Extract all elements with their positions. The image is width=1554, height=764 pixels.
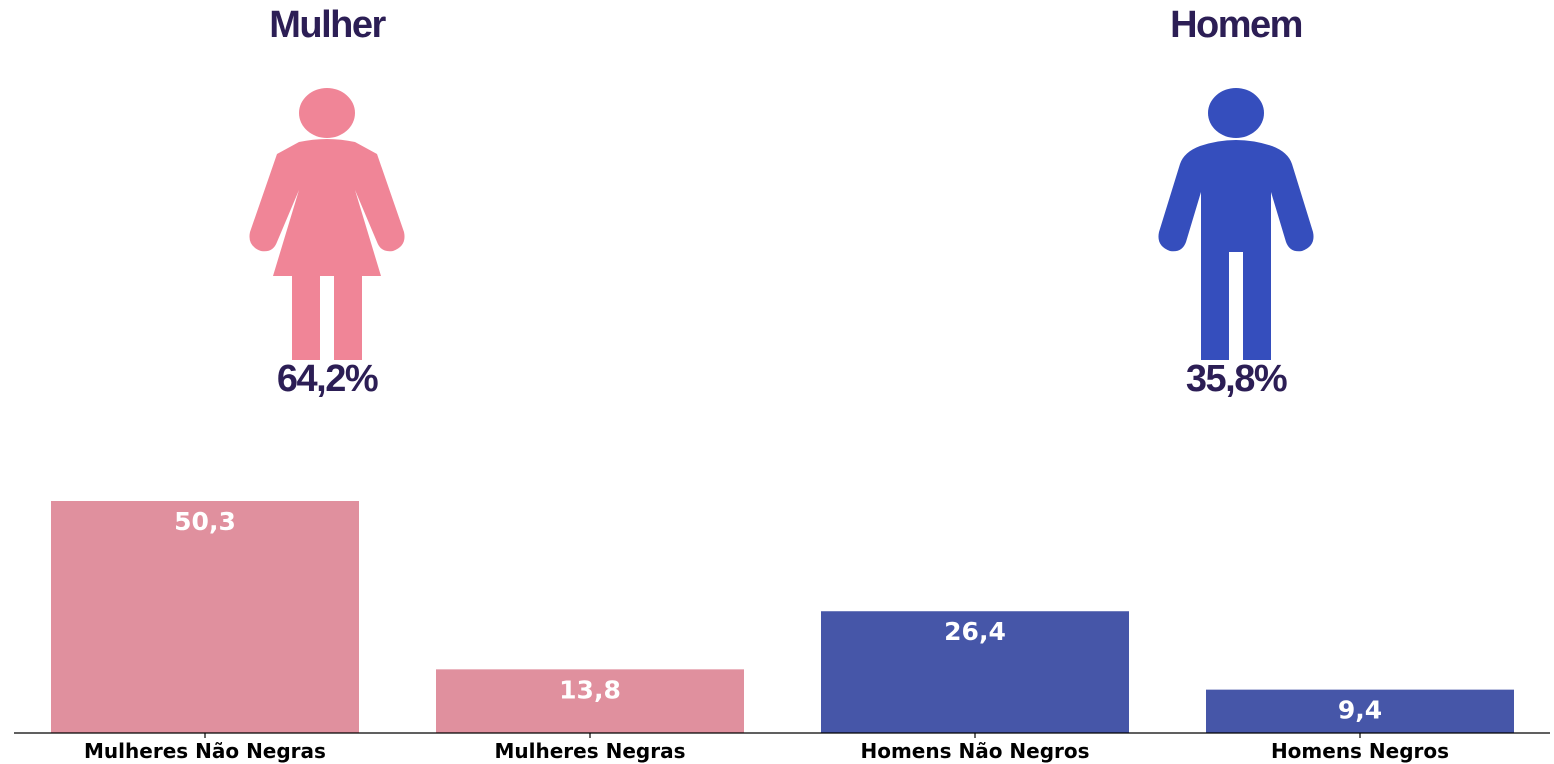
- x-tick-label: Mulheres Negras: [495, 739, 686, 763]
- bar-4: [1206, 689, 1514, 733]
- bar-3: [821, 611, 1129, 733]
- bar-value-label: 9,4: [1338, 696, 1382, 725]
- x-tick-label: Mulheres Não Negras: [84, 739, 326, 763]
- bar-value-label: 13,8: [559, 675, 621, 704]
- female-title: Mulher: [269, 4, 386, 46]
- bar-value-label: 50,3: [174, 507, 236, 536]
- bar-value-label: 26,4: [944, 617, 1006, 646]
- male-percent: 35,8%: [1185, 358, 1288, 400]
- x-tick-label: Homens Negros: [1271, 739, 1449, 763]
- bar-2: [436, 669, 744, 733]
- male-title: Homem: [1170, 4, 1303, 46]
- x-tick-label: Homens Não Negros: [860, 739, 1089, 763]
- bar-1: [51, 501, 359, 733]
- female-percent: 64,2%: [276, 358, 379, 400]
- male-figure-icon: [1158, 88, 1314, 360]
- bars-layer: 50,3 13,8 26,4 9,4: [51, 501, 1514, 733]
- x-tick-layer: Mulheres Não Negras Mulheres Negras Homens…: [84, 733, 1449, 763]
- female-figure-icon: [249, 88, 405, 360]
